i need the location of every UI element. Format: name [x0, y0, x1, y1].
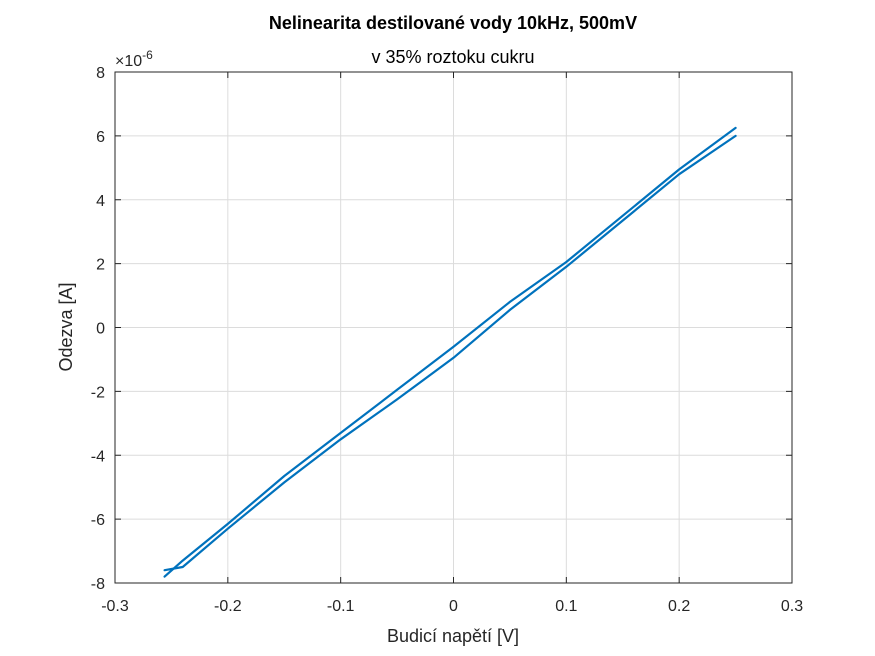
- y-tick-label: 6: [96, 129, 105, 146]
- y-tick-labels: -8 -6 -4 -2 0 2 4 6 8: [91, 65, 105, 593]
- y-exponent-label: ×10-6: [115, 48, 153, 70]
- y-tick-label: -4: [91, 448, 105, 465]
- chart-subtitle: v 35% roztoku cukru: [371, 47, 534, 67]
- x-tick-label: 0.3: [781, 598, 803, 615]
- x-tick-label: -0.3: [101, 598, 129, 615]
- y-tick-label: -6: [91, 512, 105, 529]
- y-exponent-power: -6: [142, 48, 153, 62]
- y-tick-label: 4: [96, 193, 105, 210]
- x-axis-label: Budicí napětí [V]: [387, 626, 519, 646]
- series-line-2: [163, 134, 737, 572]
- y-tick-label: 0: [96, 321, 105, 338]
- y-tick-label: 8: [96, 65, 105, 82]
- chart-title: Nelinearita destilované vody 10kHz, 500m…: [269, 13, 637, 33]
- y-tick-label: -2: [91, 384, 105, 401]
- y-tick-label: -8: [91, 576, 105, 593]
- x-tick-label: 0: [449, 598, 458, 615]
- x-tick-label: 0.2: [668, 598, 690, 615]
- x-tick-label: -0.1: [327, 598, 355, 615]
- x-tick-label: 0.1: [555, 598, 577, 615]
- y-axis-label: Odezva [A]: [56, 282, 76, 371]
- ticks: [114, 71, 793, 584]
- series-line-1: [163, 126, 737, 578]
- x-tick-labels: -0.3 -0.2 -0.1 0 0.1 0.2 0.3: [101, 598, 803, 615]
- y-tick-label: 2: [96, 257, 105, 274]
- y-exponent-base: ×10: [115, 53, 142, 70]
- series-layer: [163, 126, 737, 578]
- x-tick-label: -0.2: [214, 598, 242, 615]
- grid: [115, 72, 792, 583]
